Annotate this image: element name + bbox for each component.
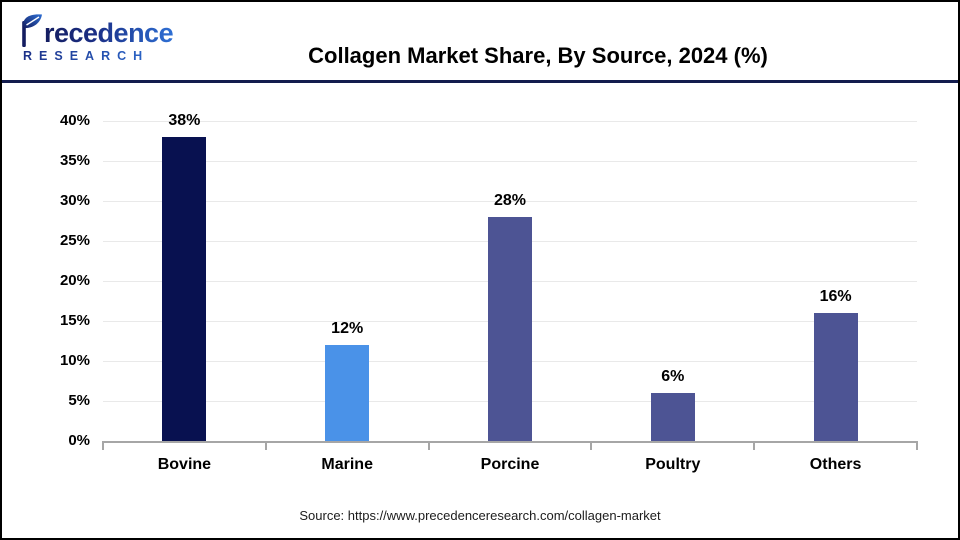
x-axis-tick (590, 441, 593, 450)
bar-value-label: 6% (661, 368, 685, 385)
y-axis-tick-label: 0% (68, 432, 90, 449)
x-axis-tick (427, 441, 430, 450)
leaf-p-icon (22, 14, 42, 47)
logo-wordmark-row: recedence (20, 12, 174, 48)
x-axis-category-label: Bovine (157, 456, 212, 473)
y-axis-tick-label: 20% (59, 272, 90, 289)
bar-value-label: 16% (819, 288, 852, 305)
bar-marine (325, 345, 370, 441)
bar-value-label: 12% (331, 320, 364, 337)
y-axis-tick-label: 40% (59, 112, 90, 129)
bar-others (813, 313, 858, 441)
chart-title: Collagen Market Share, By Source, 2024 (… (308, 42, 768, 68)
x-axis-category-label: Others (809, 456, 862, 473)
bar-porcine (488, 217, 532, 441)
bar-bovine (162, 137, 207, 441)
y-axis-tick-label: 10% (59, 352, 90, 369)
precedence-research-logo: recedence RESEARCH (20, 12, 174, 63)
y-axis-tick-label: 35% (59, 152, 90, 169)
header-divider (2, 80, 958, 83)
x-axis-tick (102, 441, 104, 450)
x-axis-line (103, 441, 917, 443)
logo-subtitle: RESEARCH (20, 50, 173, 63)
bar-value-label: 38% (168, 112, 201, 129)
gridline (103, 201, 917, 202)
y-axis-tick-label: 15% (59, 312, 90, 329)
logo-wordmark: recedence (44, 18, 174, 48)
x-axis-tick (753, 441, 756, 450)
x-axis-category-label: Marine (321, 456, 373, 473)
x-axis-category-label: Poultry (645, 456, 701, 473)
y-axis-tick-label: 30% (59, 192, 90, 209)
x-axis-tick (264, 441, 267, 450)
x-axis-tick (916, 441, 918, 450)
bar-value-label: 28% (493, 192, 527, 209)
y-axis-tick-label: 5% (68, 392, 90, 409)
gridline (103, 121, 917, 122)
y-axis-tick-label: 25% (59, 232, 90, 249)
source-text: Source: https://www.precedenceresearch.c… (299, 508, 661, 523)
gridline (103, 161, 917, 162)
bar-poultry (650, 393, 695, 441)
x-axis-category-label: Porcine (480, 456, 540, 473)
